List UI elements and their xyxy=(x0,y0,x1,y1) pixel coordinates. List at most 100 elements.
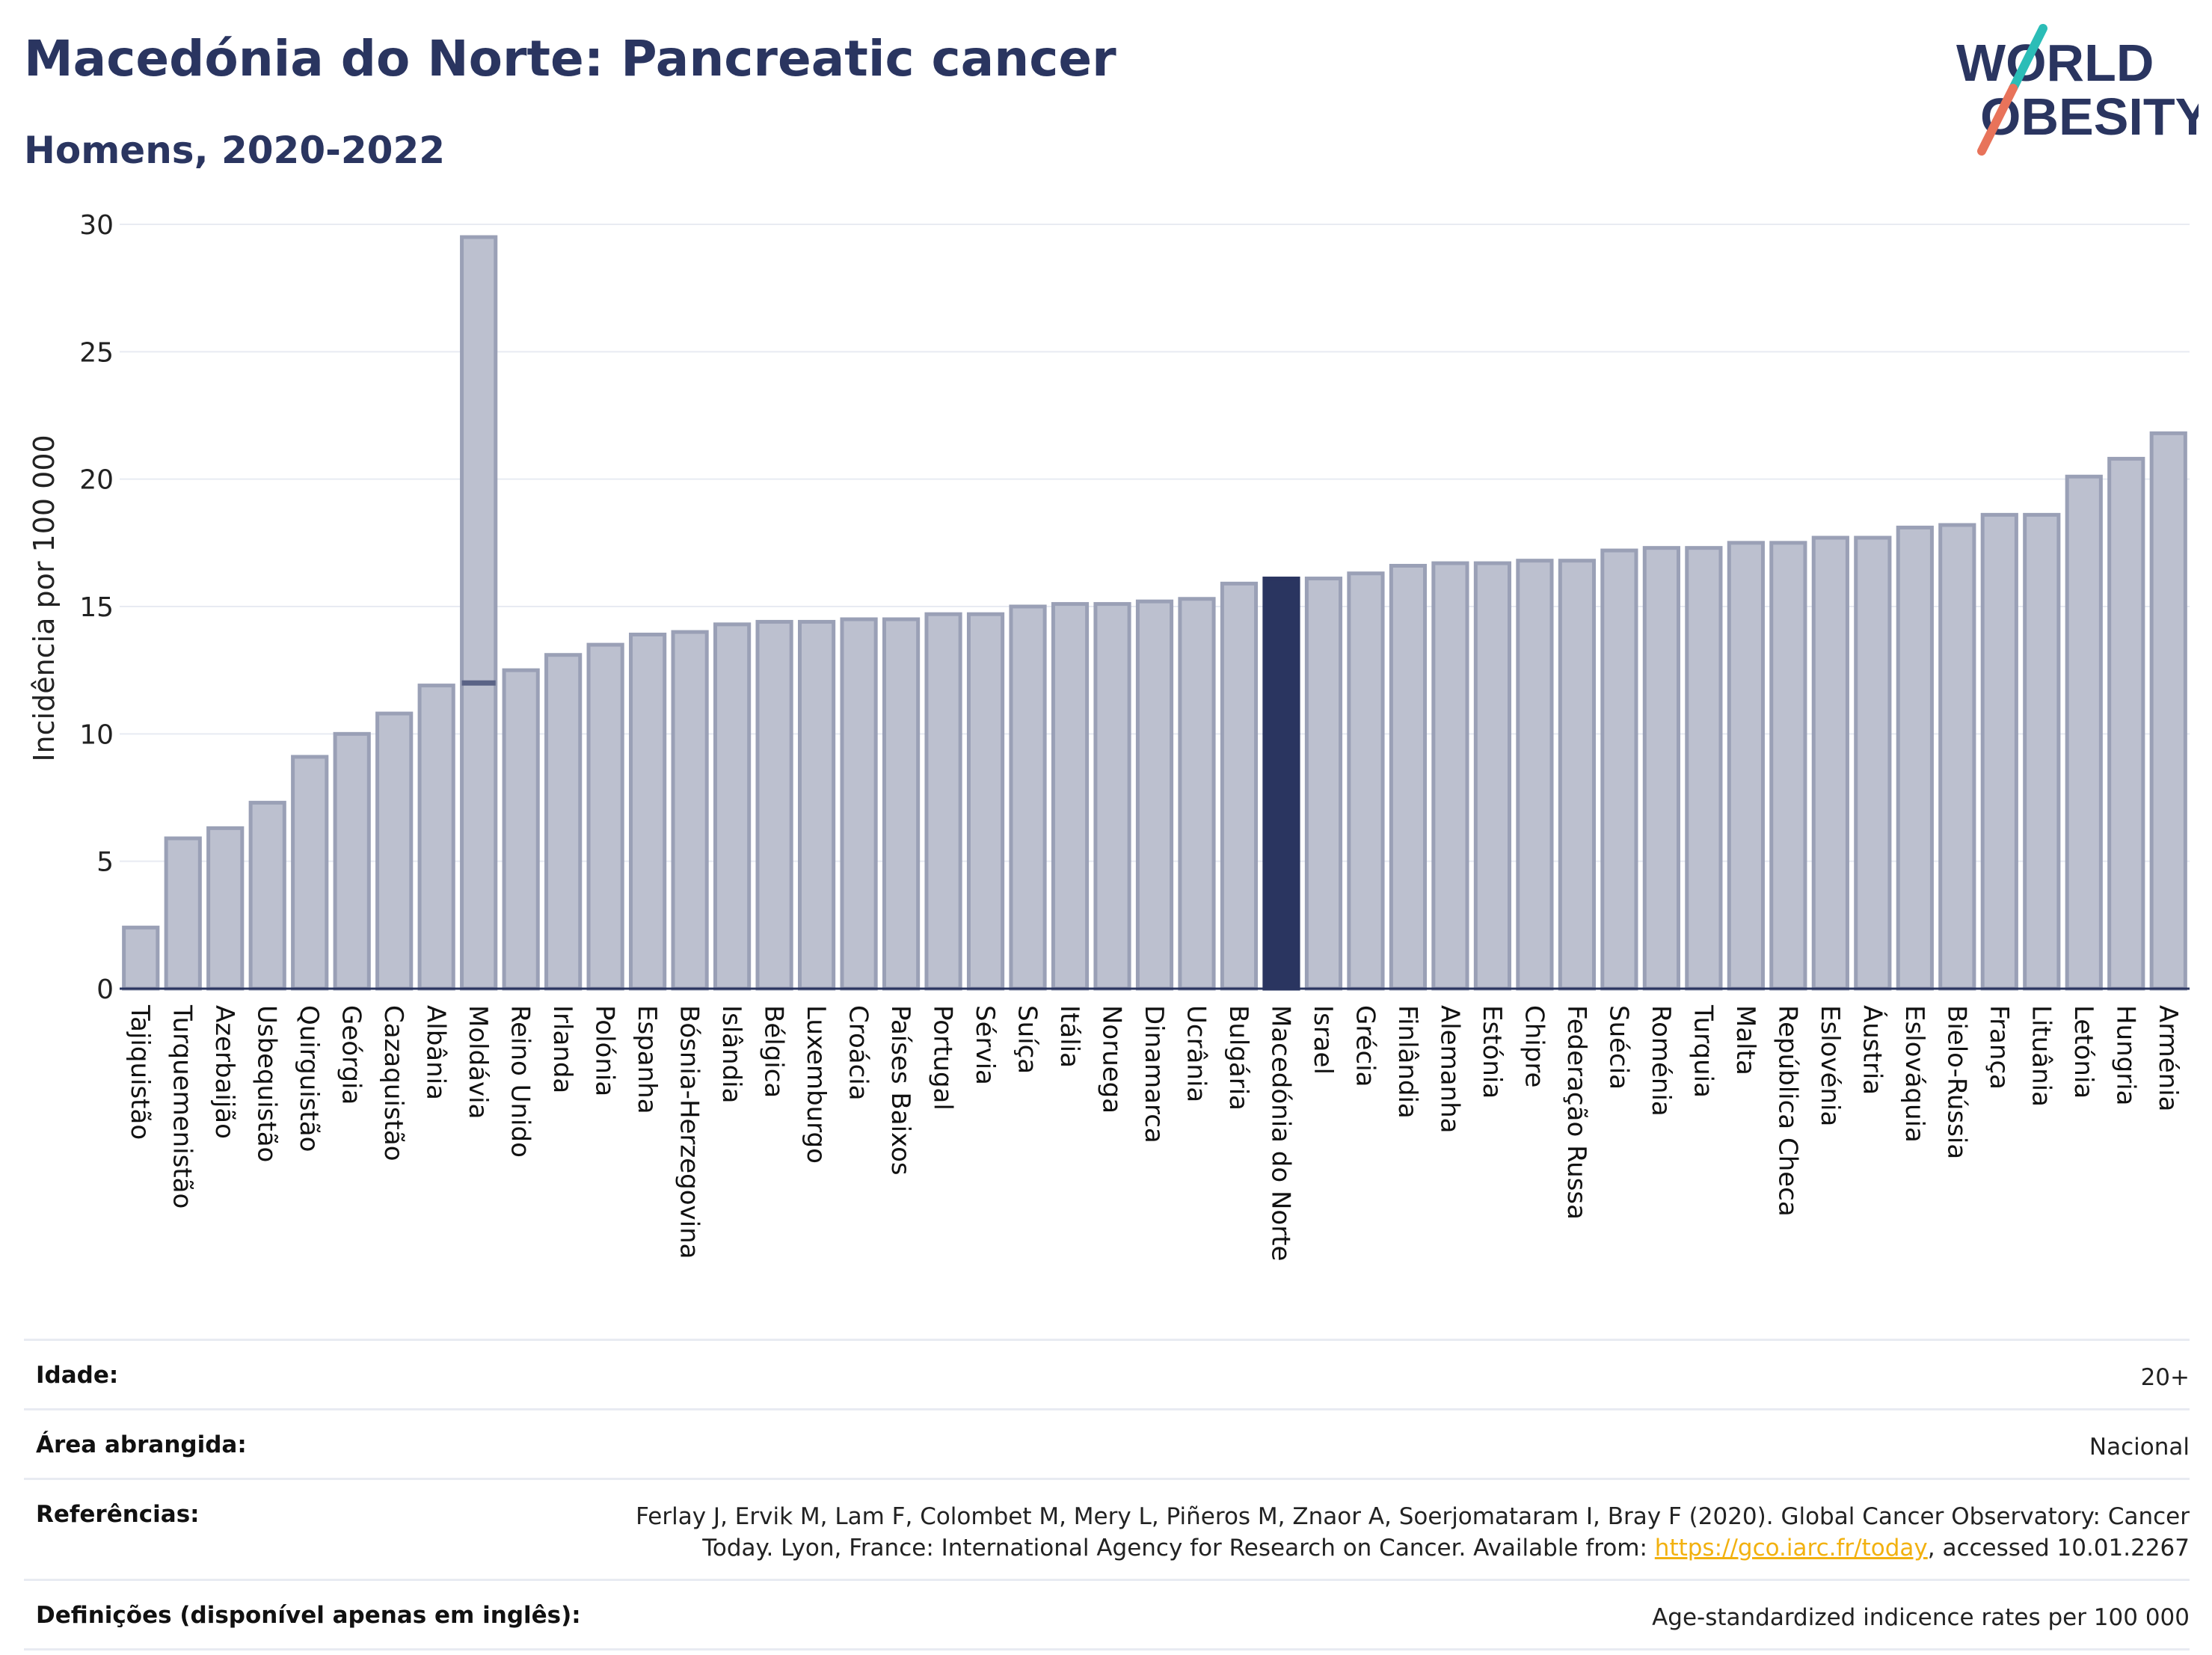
area-label: Área abrangida: xyxy=(36,1431,247,1458)
bar[interactable] xyxy=(1178,597,1216,991)
chart-subtitle: Homens, 2020-2022 xyxy=(24,129,446,172)
y-axis-label: Incidência por 100 000 xyxy=(28,435,61,761)
bar[interactable] xyxy=(1051,602,1090,991)
reference-text-2: Today. Lyon, France: International Agenc… xyxy=(702,1535,1655,1562)
bar[interactable] xyxy=(1347,571,1385,991)
bar[interactable] xyxy=(586,642,624,991)
bar[interactable] xyxy=(164,836,202,991)
reference-text-1: Ferlay J, Ervik M, Lam F, Colombet M, Me… xyxy=(636,1503,2190,1530)
bar[interactable] xyxy=(1093,602,1131,991)
references-value: Ferlay J, Ervik M, Lam F, Colombet M, Me… xyxy=(636,1501,2190,1564)
bar-chart: 0 5 10 15 20 25 30 Tajiquistão Turquemenistão Az… xyxy=(28,210,2190,1261)
x-tick-label: Polónia xyxy=(590,1005,620,1096)
x-tick-label: Turquemenistão xyxy=(168,1004,197,1209)
bar[interactable] xyxy=(2107,456,2145,991)
bar[interactable] xyxy=(1685,546,1723,991)
age-value: 20+ xyxy=(2140,1364,2190,1391)
x-tick-label: República Checa xyxy=(1772,1005,1802,1217)
y-tick-label: 20 xyxy=(79,465,114,496)
x-tick-label: Eslováquia xyxy=(1899,1005,1929,1143)
bar[interactable] xyxy=(1980,512,2018,991)
x-tick-label: Moldávia xyxy=(463,1005,493,1119)
x-tick-label: Alemanha xyxy=(1434,1005,1464,1134)
y-tick-label: 0 xyxy=(96,974,114,1005)
x-tick-label: Chipre xyxy=(1519,1005,1549,1087)
bar[interactable] xyxy=(291,755,329,991)
bar[interactable] xyxy=(2065,474,2103,991)
x-tick-label: Espanha xyxy=(632,1005,662,1114)
bar[interactable] xyxy=(1220,581,1259,991)
bar[interactable] xyxy=(1558,559,1596,991)
x-tick-label: Noruega xyxy=(1097,1005,1127,1114)
bar[interactable] xyxy=(122,925,160,991)
logo-line-1: WORLD xyxy=(1956,34,2154,92)
bar[interactable] xyxy=(797,619,836,991)
bar[interactable] xyxy=(1854,535,1892,991)
bar[interactable] xyxy=(671,630,709,991)
bar[interactable] xyxy=(1262,577,1300,991)
bar[interactable] xyxy=(460,235,498,991)
bar[interactable] xyxy=(375,711,414,991)
bar[interactable] xyxy=(924,612,962,991)
bar[interactable] xyxy=(1811,535,1849,991)
bar[interactable] xyxy=(248,800,286,991)
bar[interactable] xyxy=(882,617,921,991)
meta-row-age: Idade: 20+ xyxy=(24,1339,2190,1408)
bar[interactable] xyxy=(1938,523,1976,991)
y-tick-labels: 0 5 10 15 20 25 30 xyxy=(79,210,114,1005)
x-tick-label: Tajiquistão xyxy=(125,1004,155,1140)
bar[interactable] xyxy=(544,653,583,991)
x-tick-label: Geórgia xyxy=(337,1005,366,1105)
references-label: Referências: xyxy=(36,1501,200,1528)
bar[interactable] xyxy=(333,731,371,991)
bar[interactable] xyxy=(840,617,878,991)
x-tick-label: Bélgica xyxy=(759,1005,789,1098)
x-tick-label: Bulgária xyxy=(1223,1005,1253,1111)
bar[interactable] xyxy=(1600,548,1638,991)
meta-row-references: Referências: Ferlay J, Ervik M, Lam F, C… xyxy=(24,1478,2190,1579)
x-tick-label: Bielo-Rússia xyxy=(1941,1005,1971,1159)
bar[interactable] xyxy=(1896,525,1934,991)
world-obesity-logo: WORLD OBESITY xyxy=(1956,24,2199,156)
x-tick-label: Albânia xyxy=(421,1005,451,1100)
bar[interactable] xyxy=(1516,559,1554,991)
bar[interactable] xyxy=(1135,599,1174,991)
reference-link[interactable]: https://gco.iarc.fr/today xyxy=(1654,1535,1928,1562)
bar[interactable] xyxy=(417,684,455,991)
x-tick-label: Bósnia-Herzegovina xyxy=(675,1005,704,1259)
bar[interactable] xyxy=(2023,512,2061,991)
y-tick-label: 30 xyxy=(79,210,114,241)
bar[interactable] xyxy=(966,612,1005,991)
meta-row-area: Área abrangida: Nacional xyxy=(24,1408,2190,1478)
bar[interactable] xyxy=(1389,563,1428,991)
bar[interactable] xyxy=(1727,541,1765,991)
y-tick-label: 5 xyxy=(96,847,114,878)
x-tick-label: Malta xyxy=(1730,1005,1760,1075)
bar[interactable] xyxy=(1304,577,1343,991)
bar[interactable] xyxy=(1009,604,1047,991)
bar[interactable] xyxy=(1642,546,1680,991)
x-tick-label: Reino Unido xyxy=(506,1005,535,1158)
bar[interactable] xyxy=(713,622,752,991)
x-tick-label: Finlândia xyxy=(1392,1005,1422,1119)
bar[interactable] xyxy=(1769,541,1807,991)
x-tick-label: Irlanda xyxy=(547,1005,577,1093)
bars xyxy=(120,235,2190,991)
x-tick-label: Suíça xyxy=(1013,1005,1042,1074)
x-tick-label: Letónia xyxy=(2068,1005,2098,1099)
x-tick-label: Islândia xyxy=(716,1005,746,1103)
bar[interactable] xyxy=(2149,431,2187,991)
bar[interactable] xyxy=(1431,561,1469,991)
bar[interactable] xyxy=(1473,561,1512,991)
x-tick-label: Turquia xyxy=(1688,1004,1718,1098)
bar[interactable] xyxy=(502,668,540,991)
chart-title: Macedónia do Norte: Pancreatic cancer xyxy=(24,30,1116,87)
x-tick-label: Cazaquistão xyxy=(378,1005,408,1161)
logo-slash-red xyxy=(1977,84,2018,156)
bar[interactable] xyxy=(629,632,667,991)
metadata-table: Idade: 20+ Área abrangida: Nacional Refe… xyxy=(24,1339,2190,1651)
x-tick-label: Suécia xyxy=(1603,1005,1633,1090)
bar[interactable] xyxy=(206,826,245,991)
definitions-value: Age-standardized indicence rates per 100… xyxy=(1652,1604,2190,1631)
bar[interactable] xyxy=(755,619,793,991)
